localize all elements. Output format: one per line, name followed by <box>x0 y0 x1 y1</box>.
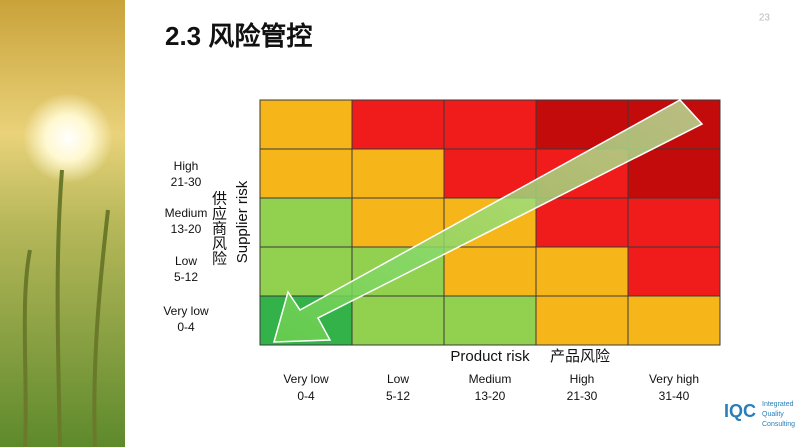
y-axis-title-cn: 供应商风险 <box>210 191 228 266</box>
y-axis-title: Supplier risk <box>234 180 251 263</box>
matrix-cell <box>535 197 629 248</box>
slide-title: 2.3 风险管控 <box>165 21 312 51</box>
x-label: Very high <box>649 372 699 386</box>
matrix-cell <box>259 148 353 199</box>
x-label: Medium <box>469 372 512 386</box>
logo-text: Consulting <box>762 421 795 428</box>
matrix-cell <box>627 197 721 248</box>
page-number: 23 <box>759 13 771 24</box>
matrix-cell <box>443 99 537 150</box>
y-label: 13-20 <box>171 222 202 236</box>
matrix-cell <box>443 295 537 346</box>
logo-text: Integrated <box>762 401 794 408</box>
y-label: Medium <box>165 206 208 220</box>
matrix-cell <box>351 99 445 150</box>
logo-mark: IQC <box>724 401 756 421</box>
matrix-cell <box>259 99 353 150</box>
matrix-cell <box>351 295 445 346</box>
x-label: 21-30 <box>567 389 598 403</box>
y-label: 0-4 <box>177 320 195 334</box>
photo <box>0 0 125 447</box>
matrix-cell <box>443 246 537 297</box>
x-label: High <box>570 372 595 386</box>
y-label: 21-30 <box>171 175 202 189</box>
x-label: 0-4 <box>297 389 315 403</box>
matrix-cell <box>627 295 721 346</box>
y-label: High <box>174 159 199 173</box>
wheat <box>22 169 110 447</box>
arrow <box>273 99 704 343</box>
y-label: 5-12 <box>174 270 198 284</box>
sun <box>23 93 113 183</box>
logo-text: Quality <box>762 411 784 418</box>
x-label: 13-20 <box>475 389 506 403</box>
matrix-cell <box>627 148 721 199</box>
x-label: 31-40 <box>659 389 690 403</box>
y-label: Low <box>175 254 197 268</box>
x-label: 5-12 <box>386 389 410 403</box>
matrix-cell <box>535 295 629 346</box>
x-axis-title: Product risk <box>450 348 530 365</box>
x-label: Very low <box>283 372 329 386</box>
y-label: Very low <box>163 304 209 318</box>
x-label: Low <box>387 372 409 386</box>
matrix-cell <box>535 246 629 297</box>
matrix-cell <box>259 197 353 248</box>
matrix-cell <box>351 148 445 199</box>
matrix-cell <box>259 246 353 297</box>
matrix-cell <box>627 246 721 297</box>
x-axis-title-cn: 产品风险 <box>550 347 610 365</box>
